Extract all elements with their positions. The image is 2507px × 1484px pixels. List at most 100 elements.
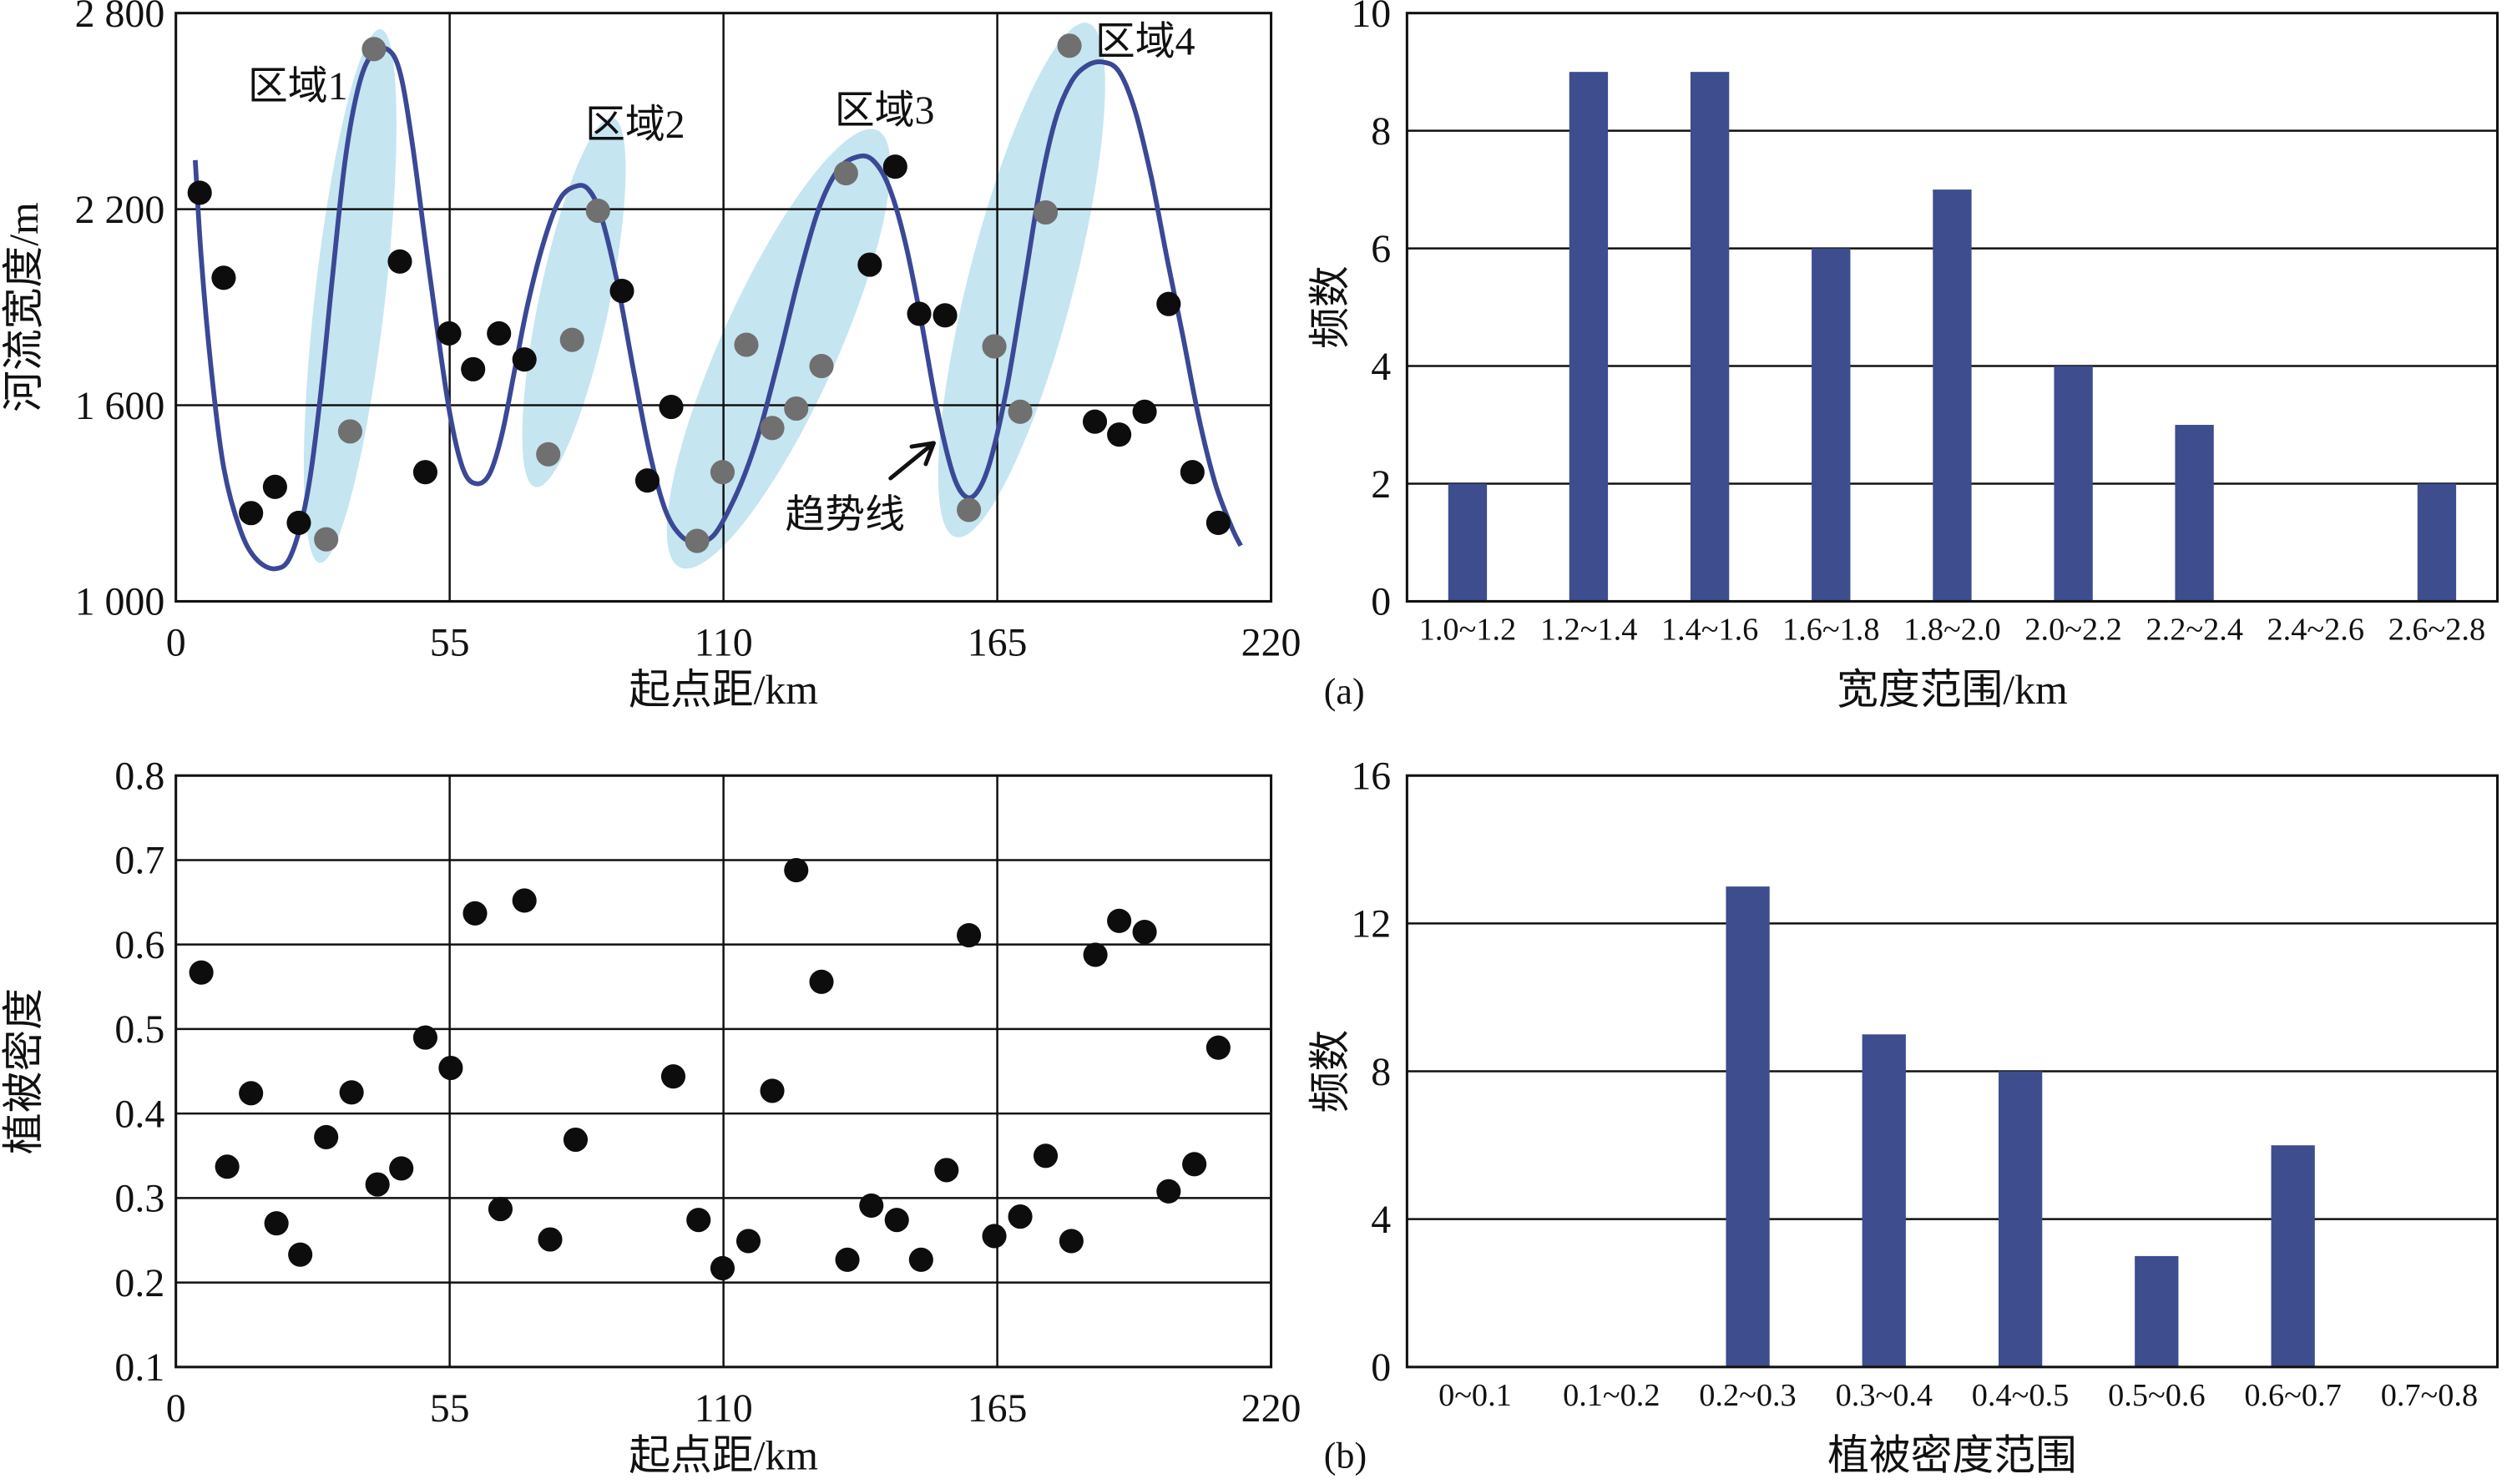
category-label: 1.6~1.8: [1782, 612, 1879, 647]
x-tick-label: 55: [430, 621, 470, 665]
y-tick-label: 0.1: [114, 1345, 164, 1390]
chart-marks: [189, 858, 1231, 1281]
plot-frame-group: [1405, 774, 2499, 1369]
bar: [1812, 248, 1851, 602]
data-point: [538, 1227, 563, 1252]
data-point: [659, 395, 684, 420]
bar: [1448, 483, 1488, 602]
category-label: 0.2~0.3: [1699, 1378, 1796, 1413]
y-tick-label: 2 800: [75, 0, 165, 36]
category-label: 1.2~1.4: [1540, 612, 1637, 647]
annotations: 区域1 区域2 区域3 区域4 趋势线: [248, 19, 1195, 537]
data-point: [934, 1158, 959, 1183]
y-tick-label: 0: [1371, 1345, 1391, 1390]
axis-labels: 0.1 0.2 0.3 0.4 0.5 0.6 0.7 0.8 0 55 110 165 220 起点距/…: [1, 754, 1301, 1478]
data-point: [710, 1255, 735, 1281]
data-point: [685, 528, 710, 553]
y-tick-label: 2: [1371, 462, 1391, 507]
data-point: [660, 1064, 686, 1089]
plot-frame: [1405, 774, 2499, 1369]
category-label: 2.4~2.6: [2267, 612, 2364, 647]
bar: [2417, 483, 2457, 602]
data-point: [1008, 399, 1033, 424]
data-point: [1083, 942, 1108, 967]
data-point: [264, 1211, 289, 1236]
chart-marks: [1448, 72, 2457, 602]
data-point: [211, 265, 236, 290]
category-label: 2.2~2.4: [2146, 612, 2243, 647]
data-point: [884, 1208, 909, 1233]
bar: [2135, 1255, 2179, 1367]
panel-label-b: (b): [1324, 1435, 1367, 1476]
width-histogram-chart: 0 2 4 6 8 10 1.0~1.2 1.2~1.4 1.4~1.6 1.6~1.8 1.8~2…: [1307, 0, 2499, 713]
trend-arrow-icon: [888, 441, 936, 481]
y-tick-label: 0.3: [114, 1177, 164, 1221]
plot-frame-group: [1405, 12, 2499, 603]
data-point: [462, 901, 488, 926]
x-tick-label: 165: [968, 621, 1028, 665]
y-tick-label: 1 000: [75, 580, 165, 624]
data-point: [365, 1172, 390, 1197]
y-tick-label: 0: [1371, 580, 1391, 624]
data-point: [1132, 919, 1157, 945]
axis-labels: 1 000 1 600 2 200 2 800 0 55 110 165 220 起点距/km 河流…: [1, 0, 1301, 713]
category-label: 1.8~2.0: [1903, 612, 2000, 647]
data-point: [262, 474, 287, 499]
data-point: [1059, 1229, 1084, 1254]
y-tick-label: 0.5: [114, 1007, 164, 1052]
x-axis-title: 起点距/km: [629, 1432, 818, 1478]
data-point: [189, 960, 214, 985]
data-point: [239, 1081, 264, 1106]
data-point: [957, 497, 982, 522]
x-tick-label: 220: [1241, 1386, 1302, 1431]
bar: [1933, 189, 1972, 602]
data-point: [487, 321, 512, 346]
vegetation-density-scatter-chart: 0.1 0.2 0.3 0.4 0.5 0.6 0.7 0.8 0 55 110 165 220 起点距/…: [1, 754, 1301, 1478]
trend-line-label: 趋势线: [785, 492, 905, 537]
bar: [1726, 886, 1770, 1367]
x-tick-label: 55: [430, 1386, 470, 1431]
y-tick-label: 1 600: [75, 384, 165, 428]
y-tick-label: 8: [1371, 109, 1391, 154]
data-point: [361, 37, 387, 62]
data-point: [609, 278, 634, 304]
category-label: 0.6~0.7: [2244, 1378, 2341, 1413]
y-tick-label: 0.8: [114, 754, 164, 798]
data-point: [337, 419, 362, 444]
data-point: [686, 1208, 711, 1233]
y-axis-title: 河流宽度/m: [1, 202, 47, 412]
data-point: [784, 858, 809, 883]
y-tick-label: 2 200: [75, 188, 165, 232]
y-tick-label: 0.7: [114, 839, 164, 883]
data-point: [760, 416, 785, 441]
data-point: [412, 1025, 437, 1050]
data-point: [933, 303, 958, 328]
x-axis-title: 植被密度范围: [1827, 1432, 2077, 1478]
y-tick-label: 8: [1371, 1050, 1391, 1094]
y-tick-label: 4: [1371, 1198, 1391, 1242]
y-tick-label: 0.4: [114, 1092, 164, 1136]
chart-marks: [1726, 886, 2315, 1368]
category-label: 0.3~0.4: [1836, 1378, 1933, 1413]
data-point: [389, 1156, 414, 1181]
data-point: [908, 1247, 933, 1272]
data-point: [882, 154, 907, 179]
region-4-label: 区域4: [1095, 19, 1195, 63]
region-4-ellipse: [938, 23, 1105, 538]
data-point: [585, 199, 610, 224]
data-point: [809, 353, 834, 379]
data-point: [286, 510, 311, 535]
gridlines: [175, 13, 1271, 602]
y-tick-label: 12: [1351, 902, 1391, 946]
data-point: [187, 180, 212, 205]
category-label: 0.7~0.8: [2381, 1378, 2478, 1413]
data-point: [314, 527, 339, 552]
data-point: [982, 1224, 1007, 1249]
category-label: 2.0~2.2: [2024, 612, 2121, 647]
axis-labels: 0 4 8 12 16 0~0.1 0.1~0.2 0.2~0.3 0.3~0.4 0.4~0.5…: [1307, 754, 2478, 1478]
data-point: [239, 501, 264, 526]
data-point: [314, 1124, 339, 1149]
data-point: [437, 321, 462, 346]
category-label: 2.6~2.8: [2388, 612, 2485, 647]
